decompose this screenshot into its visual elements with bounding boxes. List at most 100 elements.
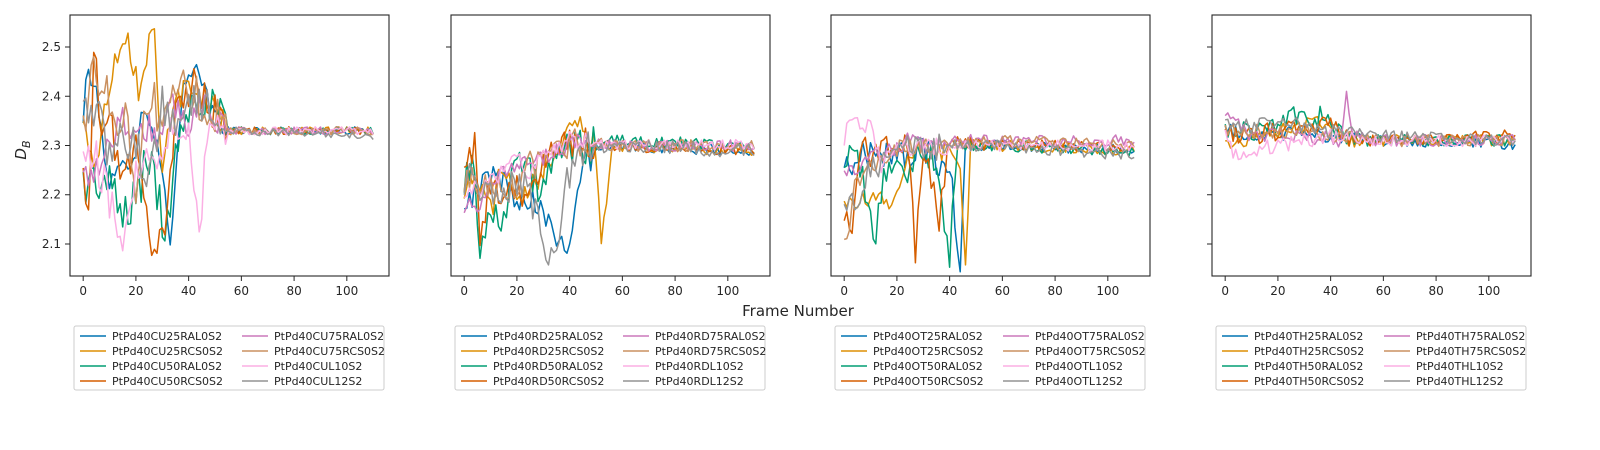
legend-item: PtPd40CU75RCS0S2 — [242, 345, 385, 358]
series-line-PtPd40OT25RAL0S2 — [843, 136, 1135, 273]
legend-item: PtPd40CU50RAL0S2 — [80, 360, 222, 373]
legend: PtPd40OT25RAL0S2 PtPd40OT25RCS0S2 PtPd40OT… — [834, 325, 1146, 391]
legend-item: PtPd40TH25RAL0S2 — [1222, 330, 1363, 343]
plot-frame — [450, 14, 771, 277]
x-tick-label: 80 — [286, 284, 301, 298]
legend-label: PtPd40RD25RAL0S2 — [493, 330, 604, 343]
legend-item: PtPd40OT50RCS0S2 — [841, 375, 984, 388]
legend-label: PtPd40OT50RAL0S2 — [873, 360, 983, 373]
y-tick-label: 2.3 — [42, 139, 61, 153]
legend-item: PtPd40OTL10S2 — [1003, 360, 1123, 373]
series-line-PtPd40THL10S2 — [1224, 128, 1516, 161]
legend-label: PtPd40RD75RAL0S2 — [655, 330, 766, 343]
legend-label: PtPd40TH75RAL0S2 — [1416, 330, 1525, 343]
x-tick-label: 20 — [128, 284, 143, 298]
chart-panel-3: 0 20 40 60 80 100 PtPd40OT25RAL0S2 PtPd40OT25RC… — [826, 14, 1151, 391]
series-line-PtPd40OT25RCS0S2 — [843, 139, 1135, 266]
x-tick-label: 100 — [1477, 284, 1500, 298]
legend-label: PtPd40OT25RCS0S2 — [873, 345, 984, 358]
legend-label: PtPd40CUL10S2 — [274, 360, 362, 373]
legend-label: PtPd40CU75RCS0S2 — [274, 345, 385, 358]
y-tick-label: 2.4 — [42, 89, 61, 103]
series-line-PtPd40RDL12S2 — [463, 131, 755, 266]
chart-panel-1: 0 20 40 60 80 100 2.1 2.2 2.3 2.4 2.5 PtPd40CU25RAL… — [42, 14, 390, 391]
y-tick-label: 2.2 — [42, 188, 61, 202]
legend-label: PtPd40RD25RCS0S2 — [493, 345, 604, 358]
x-tick-label: 100 — [335, 284, 358, 298]
legend-label: PtPd40RD75RCS0S2 — [655, 345, 766, 358]
legend-item: PtPd40OT75RCS0S2 — [1003, 345, 1146, 358]
legend-label: PtPd40CU25RAL0S2 — [112, 330, 222, 343]
legend-label: PtPd40THL12S2 — [1416, 375, 1504, 388]
series-line-PtPd40OTL12S2 — [843, 133, 1135, 212]
series-line-PtPd40RD75RCS0S2 — [463, 128, 755, 200]
series-line-PtPd40THL12S2 — [1225, 116, 1516, 147]
y-axis-title-main: D — [12, 148, 30, 160]
legend-item: PtPd40TH75RCS0S2 — [1384, 345, 1526, 358]
legend-label: PtPd40TH50RCS0S2 — [1254, 375, 1364, 388]
series-line-PtPd40CUL10S2 — [82, 114, 374, 252]
legend-label: PtPd40TH25RCS0S2 — [1254, 345, 1364, 358]
series-line-PtPd40TH75RCS0S2 — [1224, 123, 1516, 148]
plot-frame — [830, 14, 1151, 277]
legend-label: PtPd40OT75RCS0S2 — [1035, 345, 1146, 358]
legend-item: PtPd40OT25RCS0S2 — [841, 345, 984, 358]
legend-item: PtPd40CUL10S2 — [242, 360, 362, 373]
legend-item: PtPd40RD75RAL0S2 — [623, 330, 766, 343]
legend: PtPd40RD25RAL0S2 PtPd40RD25RCS0S2 PtPd40RD… — [454, 325, 766, 391]
chart-panel-2: 0 20 40 60 80 100 PtPd40RD25RAL0S2 PtPd40RD25RC… — [446, 14, 771, 391]
x-tick-label: 40 — [181, 284, 196, 298]
legend-item: PtPd40THL10S2 — [1384, 360, 1504, 373]
legend-label: PtPd40TH50RAL0S2 — [1254, 360, 1363, 373]
series-lines — [82, 28, 374, 257]
x-tick-label: 0 — [79, 284, 87, 298]
x-tick-label: 20 — [509, 284, 524, 298]
legend-label: PtPd40OTL12S2 — [1035, 375, 1123, 388]
legend-item: PtPd40RD50RAL0S2 — [461, 360, 604, 373]
legend-item: PtPd40RD25RAL0S2 — [461, 330, 604, 343]
legend-box — [454, 325, 766, 391]
series-lines — [843, 116, 1135, 273]
x-tick-label: 0 — [1221, 284, 1229, 298]
y-tick-label: 2.1 — [42, 237, 61, 251]
legend-label: PtPd40TH75RCS0S2 — [1416, 345, 1526, 358]
legend-box — [834, 325, 1146, 391]
series-lines — [1224, 90, 1516, 161]
legend-item: PtPd40CU75RAL0S2 — [242, 330, 384, 343]
y-axis-title: DB — [12, 140, 33, 159]
y-tick-label: 2.5 — [42, 40, 61, 54]
series-line-PtPd40RDL10S2 — [463, 131, 755, 199]
legend-label: PtPd40RDL10S2 — [655, 360, 744, 373]
legend-item: PtPd40OT50RAL0S2 — [841, 360, 983, 373]
series-line-PtPd40CU25RCS0S2 — [82, 28, 374, 173]
series-line-PtPd40CUL12S2 — [82, 84, 374, 188]
legend-label: PtPd40CU50RAL0S2 — [112, 360, 222, 373]
legend-item: PtPd40TH75RAL0S2 — [1384, 330, 1525, 343]
legend-item: PtPd40CU25RAL0S2 — [80, 330, 222, 343]
series-lines — [463, 116, 755, 266]
legend: PtPd40CU25RAL0S2 PtPd40CU25RCS0S2 PtPd40CU… — [73, 325, 385, 391]
x-tick-label: 40 — [562, 284, 577, 298]
x-tick-label: 80 — [1428, 284, 1443, 298]
legend-box — [73, 325, 385, 391]
x-tick-label: 100 — [1096, 284, 1119, 298]
plot-frame — [69, 14, 390, 277]
chart-panel-4: 0 20 40 60 80 100 PtPd40TH25RAL0S2 PtPd40TH25RC… — [1207, 14, 1532, 391]
x-tick-label: 100 — [716, 284, 739, 298]
legend-label: PtPd40RDL12S2 — [655, 375, 744, 388]
legend-box — [1215, 325, 1527, 391]
legend-label: PtPd40OT50RCS0S2 — [873, 375, 984, 388]
legend-label: PtPd40CU75RAL0S2 — [274, 330, 384, 343]
x-tick-label: 60 — [1376, 284, 1391, 298]
legend-item: PtPd40THL12S2 — [1384, 375, 1504, 388]
plot-frame — [1211, 14, 1532, 277]
x-tick-label: 40 — [1323, 284, 1338, 298]
x-tick-label: 60 — [995, 284, 1010, 298]
legend-item: PtPd40CUL12S2 — [242, 375, 362, 388]
series-line-PtPd40OT50RCS0S2 — [843, 134, 1135, 264]
x-tick-label: 20 — [889, 284, 904, 298]
legend-item: PtPd40CU50RCS0S2 — [80, 375, 223, 388]
x-tick-label: 20 — [1270, 284, 1285, 298]
legend-label: PtPd40OT25RAL0S2 — [873, 330, 983, 343]
y-axis-title-subscript: B — [20, 140, 33, 148]
